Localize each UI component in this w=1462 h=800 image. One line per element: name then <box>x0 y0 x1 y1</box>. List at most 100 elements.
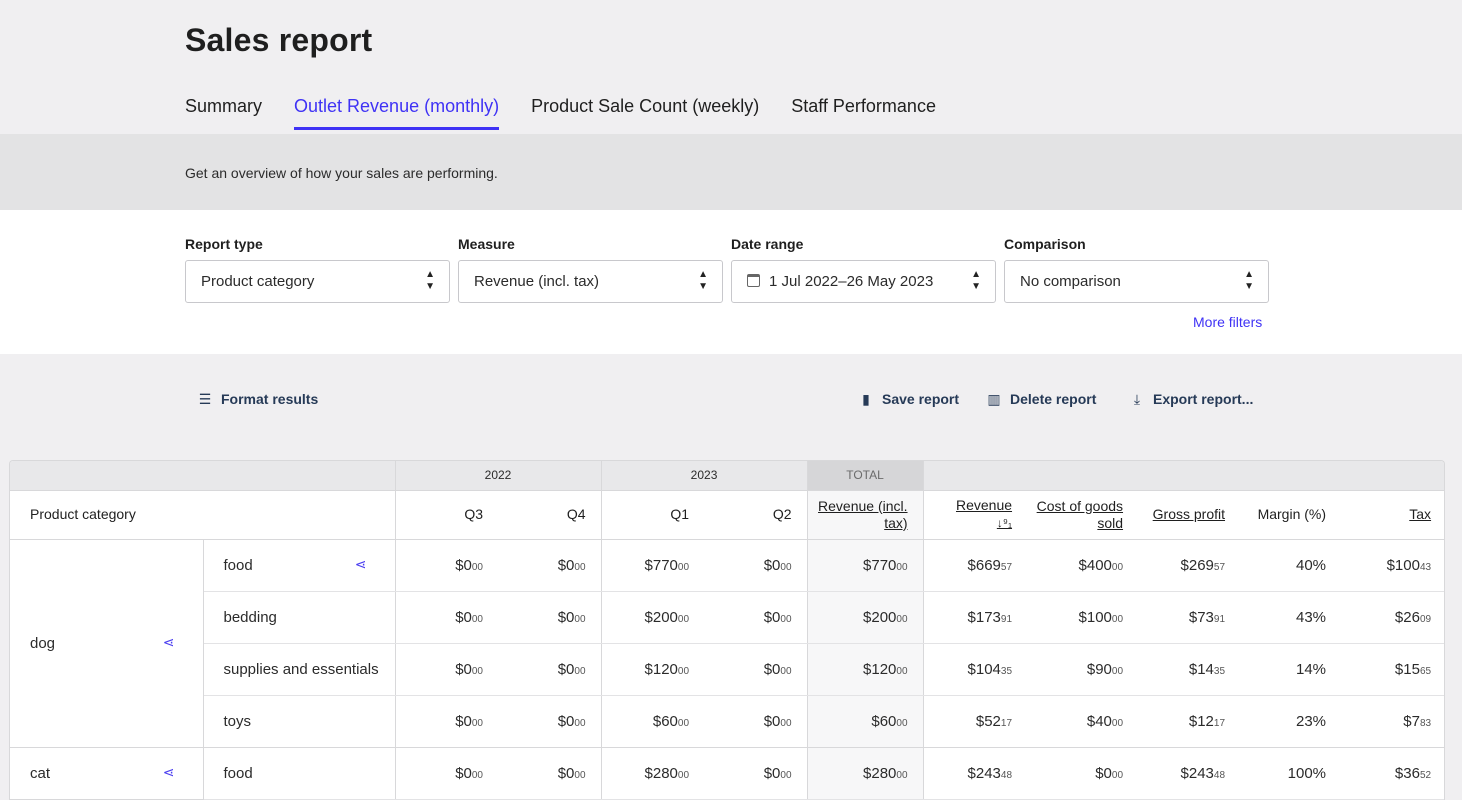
cell-margin: 40% <box>1240 539 1342 592</box>
select-arrows-icon: ▲ ▼ <box>425 269 435 292</box>
col-header-q1: Q1 <box>601 489 705 540</box>
cell-q4: $000 <box>498 539 602 592</box>
drilldown-icon[interactable]: ⋖ <box>354 556 367 572</box>
cents: 00 <box>1111 561 1124 573</box>
cents: 00 <box>780 665 792 677</box>
description-band: Get an overview of how your sales are pe… <box>0 134 1462 210</box>
cell-revenue: $5217 <box>923 695 1028 748</box>
col-header-tax[interactable]: Tax <box>1341 489 1444 540</box>
cell-q4: $000 <box>498 747 602 800</box>
value: $36 <box>1394 764 1420 782</box>
cents: 00 <box>896 613 908 625</box>
export-report-button[interactable]: ⤓ Export report... <box>1130 391 1253 408</box>
report-table: 2022 2023 TOTAL Product category Q3 Q4 Q… <box>10 461 1444 800</box>
value: $0 <box>455 764 472 782</box>
tab-staff-performance[interactable]: Staff Performance <box>791 96 936 116</box>
col-header-gross-profit[interactable]: Gross profit <box>1138 489 1241 540</box>
page-header: Sales report Summary Outlet Revenue (mon… <box>0 0 1462 134</box>
cents: 00 <box>677 613 690 625</box>
collapse-icon[interactable]: ⋖ <box>162 634 175 650</box>
cents: 00 <box>780 769 792 781</box>
date-range-value: 1 Jul 2022–26 May 2023 <box>769 273 934 290</box>
cents: 00 <box>1111 665 1124 677</box>
cell-cogs: $40000 <box>1027 539 1139 592</box>
cell-revenue: $10435 <box>923 643 1028 696</box>
value: $104 <box>967 660 1001 678</box>
cents: 00 <box>1111 613 1124 625</box>
value: $400 <box>1078 556 1112 574</box>
date-range-filter: Date range 1 Jul 2022–26 May 2023 ▲ ▼ <box>731 236 996 303</box>
cents: 00 <box>1111 769 1124 781</box>
cents: 48 <box>1213 769 1226 781</box>
subcategory-label: food <box>223 764 253 782</box>
filters-panel: Report type Product category ▲ ▼ Measure … <box>0 210 1462 354</box>
cell-total: $77000 <box>807 539 924 592</box>
cents: 00 <box>677 665 690 677</box>
tab-summary[interactable]: Summary <box>185 96 263 116</box>
value: $0 <box>557 764 575 782</box>
value: $280 <box>644 764 678 782</box>
page-title: Sales report <box>185 22 373 58</box>
comparison-label: Comparison <box>1004 236 1086 252</box>
cents: 57 <box>1213 561 1226 573</box>
cents: 57 <box>1000 561 1013 573</box>
col-header-cogs-label: Cost of goods sold <box>1036 497 1124 531</box>
table-row: bedding $000 $000 $20000 $000 $20000 $17… <box>10 591 1444 644</box>
cents: 00 <box>896 665 908 677</box>
cents: 00 <box>896 561 908 573</box>
tab-product-sale-count-weekly[interactable]: Product Sale Count (weekly) <box>531 96 760 116</box>
measure-select[interactable]: Revenue (incl. tax) ▲ ▼ <box>458 260 723 303</box>
subcategory-cell: food <box>203 747 396 800</box>
col-header-gross-profit-label: Gross profit <box>1152 506 1226 522</box>
page-description: Get an overview of how your sales are pe… <box>185 165 498 181</box>
cell-q1: $6000 <box>601 695 705 748</box>
category-label: cat <box>30 764 51 782</box>
cents: 48 <box>1000 769 1013 781</box>
cell-cogs: $10000 <box>1027 591 1139 644</box>
save-report-button[interactable]: ▮ Save report <box>859 391 959 408</box>
cell-gross-profit: $1435 <box>1138 643 1241 696</box>
value: $0 <box>763 556 781 574</box>
report-table-container: 2022 2023 TOTAL Product category Q3 Q4 Q… <box>9 460 1445 800</box>
cell-tax: $783 <box>1341 695 1444 748</box>
tab-outlet-revenue-monthly[interactable]: Outlet Revenue (monthly) <box>294 96 500 130</box>
col-header-cost-of-goods-sold[interactable]: Cost of goods sold <box>1027 489 1139 540</box>
value: $269 <box>1180 556 1214 574</box>
cents: 00 <box>780 717 792 729</box>
cell-margin: 100% <box>1240 747 1342 800</box>
report-table-body: dog ⋖ food ⋖ $000 $000 $77000 $000 $77000 … <box>10 539 1444 800</box>
more-filters-link[interactable]: More filters <box>1193 314 1263 330</box>
value: $770 <box>863 556 897 574</box>
collapse-icon[interactable]: ⋖ <box>162 764 175 780</box>
select-arrows-icon: ▲ ▼ <box>1244 269 1254 292</box>
value: $60 <box>871 712 897 730</box>
col-header-product-category: Product category <box>10 489 396 540</box>
col-header-q3: Q3 <box>395 489 498 540</box>
year-header-2023: 2023 <box>601 461 808 490</box>
export-report-label: Export report... <box>1153 391 1254 407</box>
col-header-tax-label: Tax <box>1409 506 1432 522</box>
value: $0 <box>557 556 575 574</box>
format-results-button[interactable]: ☰ Format results <box>198 391 319 408</box>
year-header-row: 2022 2023 TOTAL <box>10 461 1444 490</box>
table-row: supplies and essentials $000 $000 $12000… <box>10 643 1444 696</box>
cents: 00 <box>471 561 483 573</box>
table-row: toys $000 $000 $6000 $000 $6000 $5217 $4… <box>10 695 1444 748</box>
col-header-margin: Margin (%) <box>1240 489 1342 540</box>
report-type-select[interactable]: Product category ▲ ▼ <box>185 260 450 303</box>
cell-q3: $000 <box>395 747 498 800</box>
value: $0 <box>763 764 781 782</box>
value: $100 <box>1078 608 1112 626</box>
cell-q3: $000 <box>395 539 498 592</box>
table-row: dog ⋖ food ⋖ $000 $000 $77000 $000 $77000 … <box>10 539 1444 748</box>
cell-cogs: $9000 <box>1027 643 1139 696</box>
subcategory-cell: bedding <box>203 591 396 644</box>
cell-revenue: $24348 <box>923 747 1028 800</box>
cell-q3: $000 <box>395 591 498 644</box>
date-range-select[interactable]: 1 Jul 2022–26 May 2023 ▲ ▼ <box>731 260 996 303</box>
delete-report-button[interactable]: ▥ Delete report <box>987 391 1096 408</box>
value: $770 <box>644 556 678 574</box>
col-header-revenue[interactable]: Revenue ↓⁹₁ <box>923 489 1028 540</box>
col-header-revenue-incl-tax[interactable]: Revenue (incl. tax) <box>807 489 924 540</box>
comparison-select[interactable]: No comparison ▲ ▼ <box>1004 260 1269 303</box>
